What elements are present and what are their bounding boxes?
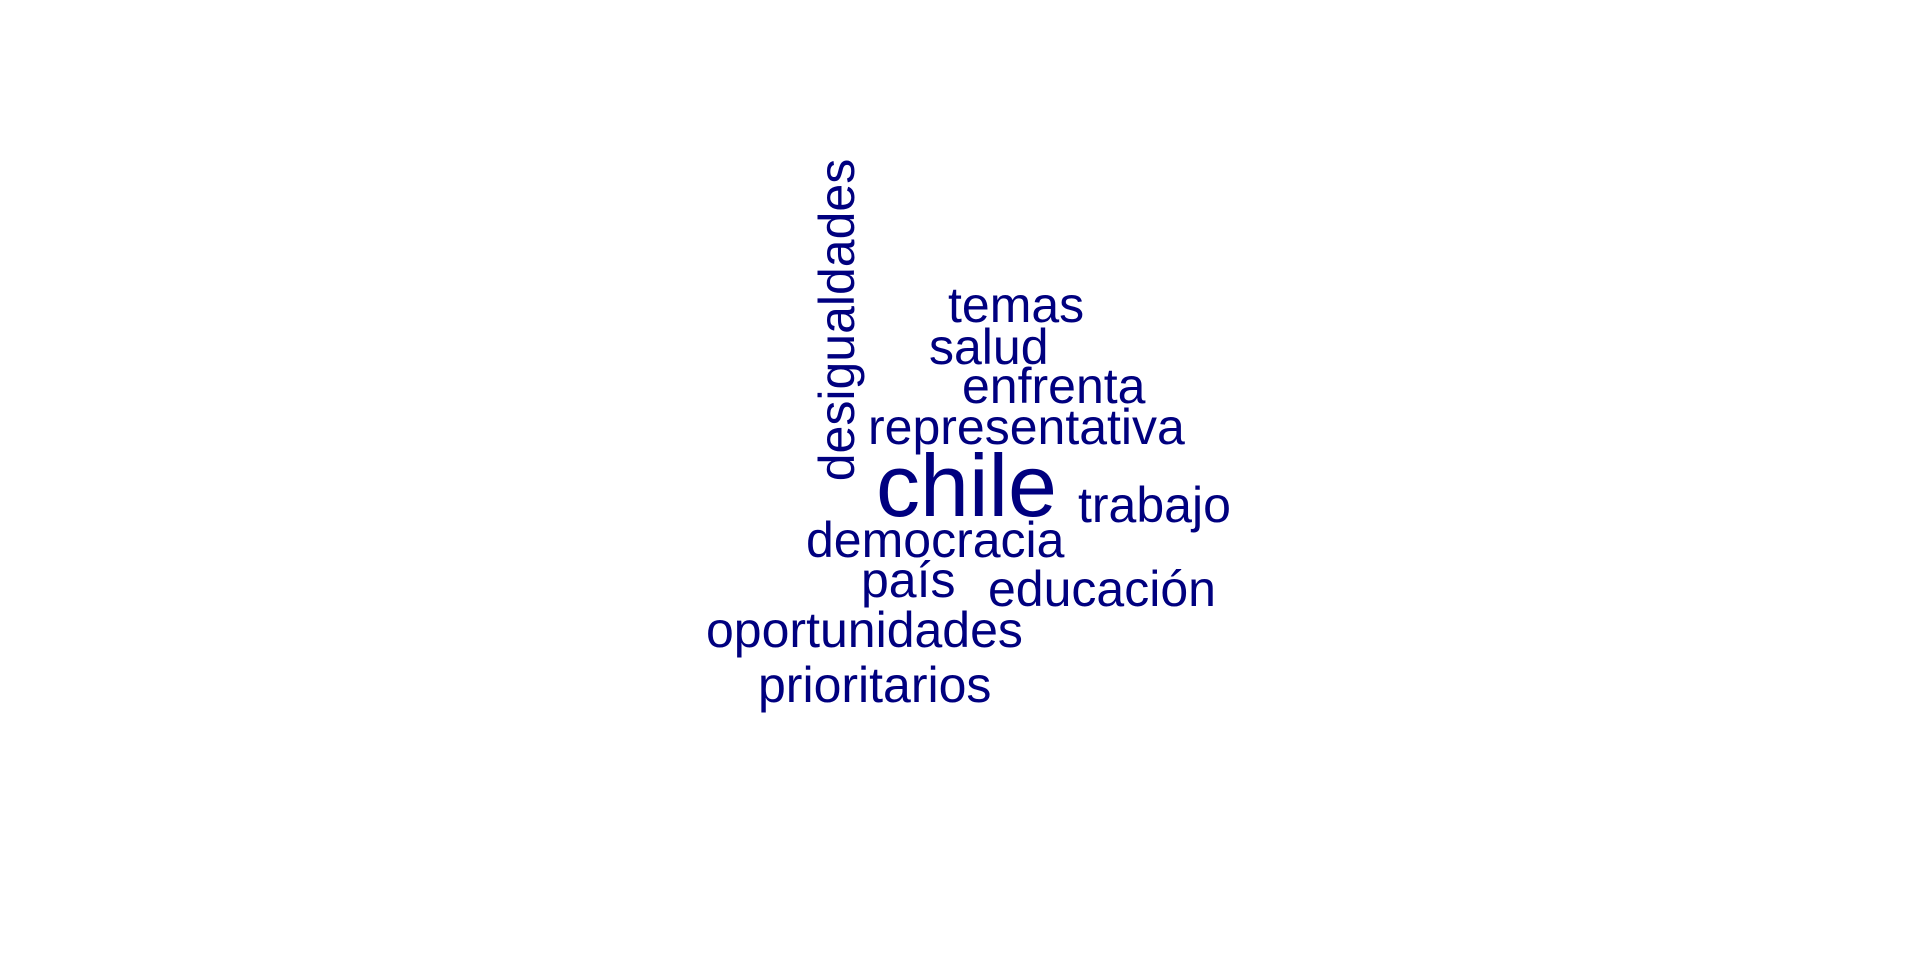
word-representativa: representativa [868, 399, 1185, 455]
word-chile: chile [876, 436, 1057, 535]
word-desigualdades: desigualdades [809, 158, 865, 482]
word-oportunidades: oportunidades [706, 602, 1023, 658]
word-enfrenta: enfrenta [962, 358, 1146, 414]
word-educacion: educación [988, 561, 1216, 617]
word-democracia: democracia [806, 512, 1065, 568]
word-temas: temas [948, 277, 1085, 333]
word-salud: salud [929, 319, 1049, 375]
word-pais: país [861, 552, 956, 608]
word-trabajo: trabajo [1078, 477, 1231, 533]
word-prioritarios: prioritarios [758, 657, 992, 713]
